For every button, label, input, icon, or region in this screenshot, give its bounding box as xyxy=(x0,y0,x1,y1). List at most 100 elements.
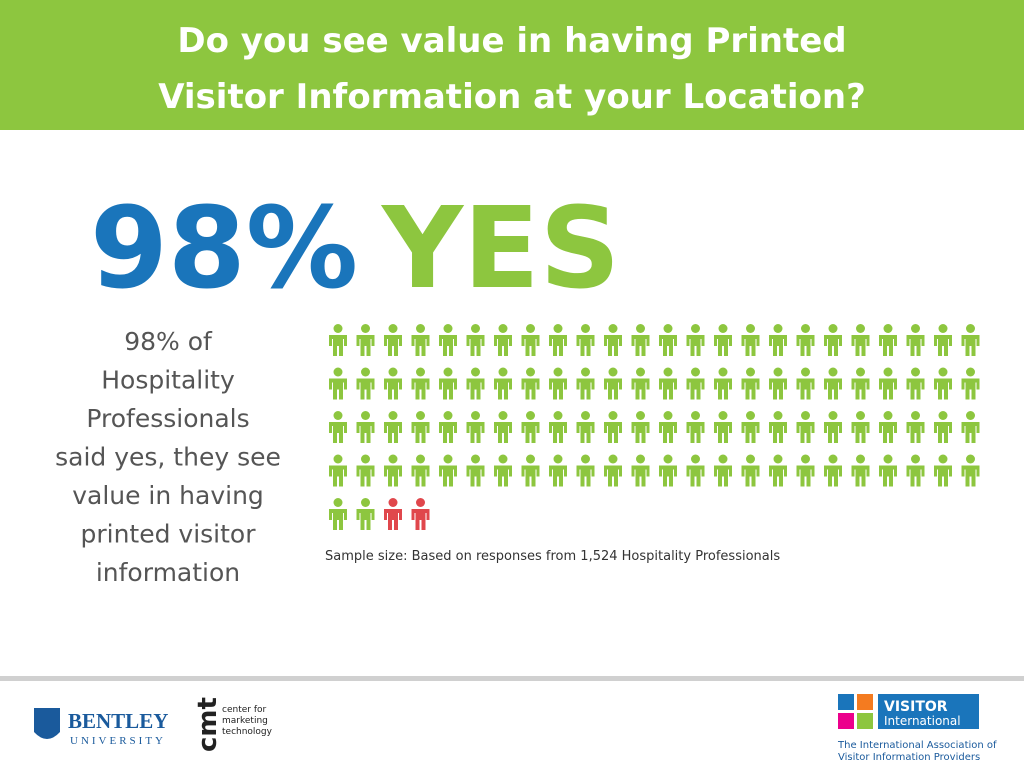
person-icon xyxy=(384,324,402,356)
icon-head xyxy=(361,324,370,333)
icon-head xyxy=(443,324,453,333)
icon-body xyxy=(769,465,787,487)
icon-head xyxy=(828,324,838,333)
icon-body xyxy=(576,335,595,356)
icon-body xyxy=(824,378,842,400)
person-icon xyxy=(851,367,870,400)
icon-body xyxy=(851,378,870,400)
icon-head xyxy=(911,324,920,333)
icon-head xyxy=(498,324,508,333)
person-icon xyxy=(851,454,870,487)
icon-head xyxy=(718,411,728,420)
icon-body xyxy=(411,509,430,530)
cmt-mark: cmt xyxy=(193,697,223,752)
description-line: 98% of xyxy=(124,327,213,356)
icon-body xyxy=(796,422,815,443)
person-icon xyxy=(824,454,842,487)
person-icon xyxy=(714,324,732,356)
person-icon xyxy=(494,324,512,356)
person-icon xyxy=(576,411,595,443)
person-icon xyxy=(879,324,897,356)
person-icon xyxy=(961,367,980,400)
person-icon xyxy=(906,454,925,487)
icon-body xyxy=(411,335,430,356)
icon-head xyxy=(718,324,728,333)
person-icon xyxy=(521,454,540,487)
icon-head xyxy=(773,411,783,420)
person-icon xyxy=(631,411,650,443)
icon-body xyxy=(576,465,595,487)
icon-body xyxy=(934,378,952,400)
person-icon xyxy=(686,454,705,487)
icon-body xyxy=(741,465,760,487)
person-icon xyxy=(686,324,705,356)
person-icon xyxy=(439,324,457,356)
divider xyxy=(0,676,1024,681)
icon-body xyxy=(604,378,622,400)
person-icon xyxy=(329,324,347,356)
person-icon xyxy=(879,454,897,487)
icon-body xyxy=(769,422,787,443)
icon-body xyxy=(439,335,457,356)
icon-body xyxy=(961,378,980,400)
icon-body xyxy=(576,422,595,443)
icon-body xyxy=(934,422,952,443)
person-icon xyxy=(576,324,595,356)
icon-body xyxy=(879,378,897,400)
icon-body xyxy=(631,465,650,487)
icon-head xyxy=(443,367,453,377)
person-icon xyxy=(741,367,760,400)
icon-body xyxy=(604,465,622,487)
person-icon xyxy=(549,454,567,487)
icon-body xyxy=(549,465,567,487)
icon-head xyxy=(663,454,673,464)
icon-body xyxy=(961,335,980,356)
icon-head xyxy=(856,324,865,333)
person-icon xyxy=(934,367,952,400)
person-icon xyxy=(796,411,815,443)
icon-body xyxy=(659,465,677,487)
person-icon xyxy=(741,411,760,443)
icon-head xyxy=(828,411,838,420)
header-band xyxy=(0,0,1024,130)
icon-head xyxy=(526,454,535,464)
person-icon xyxy=(934,411,952,443)
icon-head xyxy=(966,411,975,420)
icon-head xyxy=(636,411,645,420)
icon-body xyxy=(824,465,842,487)
icon-head xyxy=(773,367,783,377)
icon-body xyxy=(851,465,870,487)
title: Visitor Information at your Location? xyxy=(158,77,866,117)
icon-body xyxy=(851,422,870,443)
person-icon xyxy=(439,367,457,400)
icon-head xyxy=(416,454,425,464)
icon-head xyxy=(691,367,700,377)
icon-head xyxy=(663,367,673,377)
icon-head xyxy=(773,454,783,464)
icon-head xyxy=(966,454,975,464)
person-icon xyxy=(576,367,595,400)
icon-head xyxy=(553,454,563,464)
icon-body xyxy=(879,465,897,487)
icon-head xyxy=(663,411,673,420)
person-icon xyxy=(659,324,677,356)
icon-head xyxy=(361,411,370,420)
icon-body xyxy=(906,422,925,443)
person-icon xyxy=(411,454,430,487)
person-icon xyxy=(356,367,375,400)
icon-body xyxy=(521,378,540,400)
title: Do you see value in having Printed xyxy=(177,21,846,61)
person-icon xyxy=(411,367,430,400)
person-icon xyxy=(521,324,540,356)
person-icon xyxy=(494,367,512,400)
icon-body xyxy=(741,378,760,400)
vi-tile xyxy=(857,694,873,710)
icon-head xyxy=(938,411,948,420)
icon-body xyxy=(714,422,732,443)
icon-head xyxy=(608,324,618,333)
person-icon xyxy=(769,324,787,356)
icon-head xyxy=(526,367,535,377)
icon-body xyxy=(879,422,897,443)
icon-body xyxy=(631,422,650,443)
person-icon xyxy=(851,324,870,356)
